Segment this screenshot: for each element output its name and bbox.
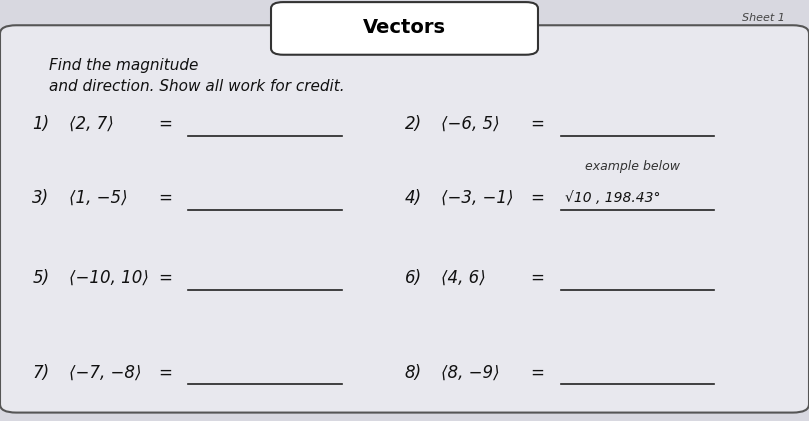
Text: 8): 8)	[404, 364, 421, 381]
Text: ⟨8, −9⟩: ⟨8, −9⟩	[441, 364, 499, 381]
Text: =: =	[158, 364, 172, 381]
Text: ⟨2, 7⟩: ⟨2, 7⟩	[69, 115, 113, 133]
Text: 6): 6)	[404, 269, 421, 287]
Text: 1): 1)	[32, 115, 49, 133]
Text: =: =	[530, 189, 544, 207]
Text: =: =	[158, 269, 172, 287]
Text: Sheet 1: Sheet 1	[742, 13, 785, 23]
FancyBboxPatch shape	[0, 25, 809, 413]
Text: =: =	[530, 364, 544, 381]
Text: 4): 4)	[404, 189, 421, 207]
Text: example below: example below	[585, 160, 680, 173]
Text: 3): 3)	[32, 189, 49, 207]
Text: ⟨−3, −1⟩: ⟨−3, −1⟩	[441, 189, 514, 207]
Text: ⟨1, −5⟩: ⟨1, −5⟩	[69, 189, 127, 207]
Text: =: =	[530, 269, 544, 287]
Text: =: =	[158, 115, 172, 133]
Text: √10 , 198.43°: √10 , 198.43°	[565, 191, 660, 205]
Text: ⟨4, 6⟩: ⟨4, 6⟩	[441, 269, 485, 287]
Text: 5): 5)	[32, 269, 49, 287]
FancyBboxPatch shape	[271, 2, 538, 55]
Text: ⟨−7, −8⟩: ⟨−7, −8⟩	[69, 364, 142, 381]
Text: =: =	[530, 115, 544, 133]
Text: and direction. Show all work for credit.: and direction. Show all work for credit.	[49, 79, 344, 94]
Text: 2): 2)	[404, 115, 421, 133]
Text: Vectors: Vectors	[363, 18, 446, 37]
Text: =: =	[158, 189, 172, 207]
Text: 7): 7)	[32, 364, 49, 381]
Text: ⟨−10, 10⟩: ⟨−10, 10⟩	[69, 269, 149, 287]
Text: Find the magnitude: Find the magnitude	[49, 58, 198, 73]
Text: ⟨−6, 5⟩: ⟨−6, 5⟩	[441, 115, 499, 133]
